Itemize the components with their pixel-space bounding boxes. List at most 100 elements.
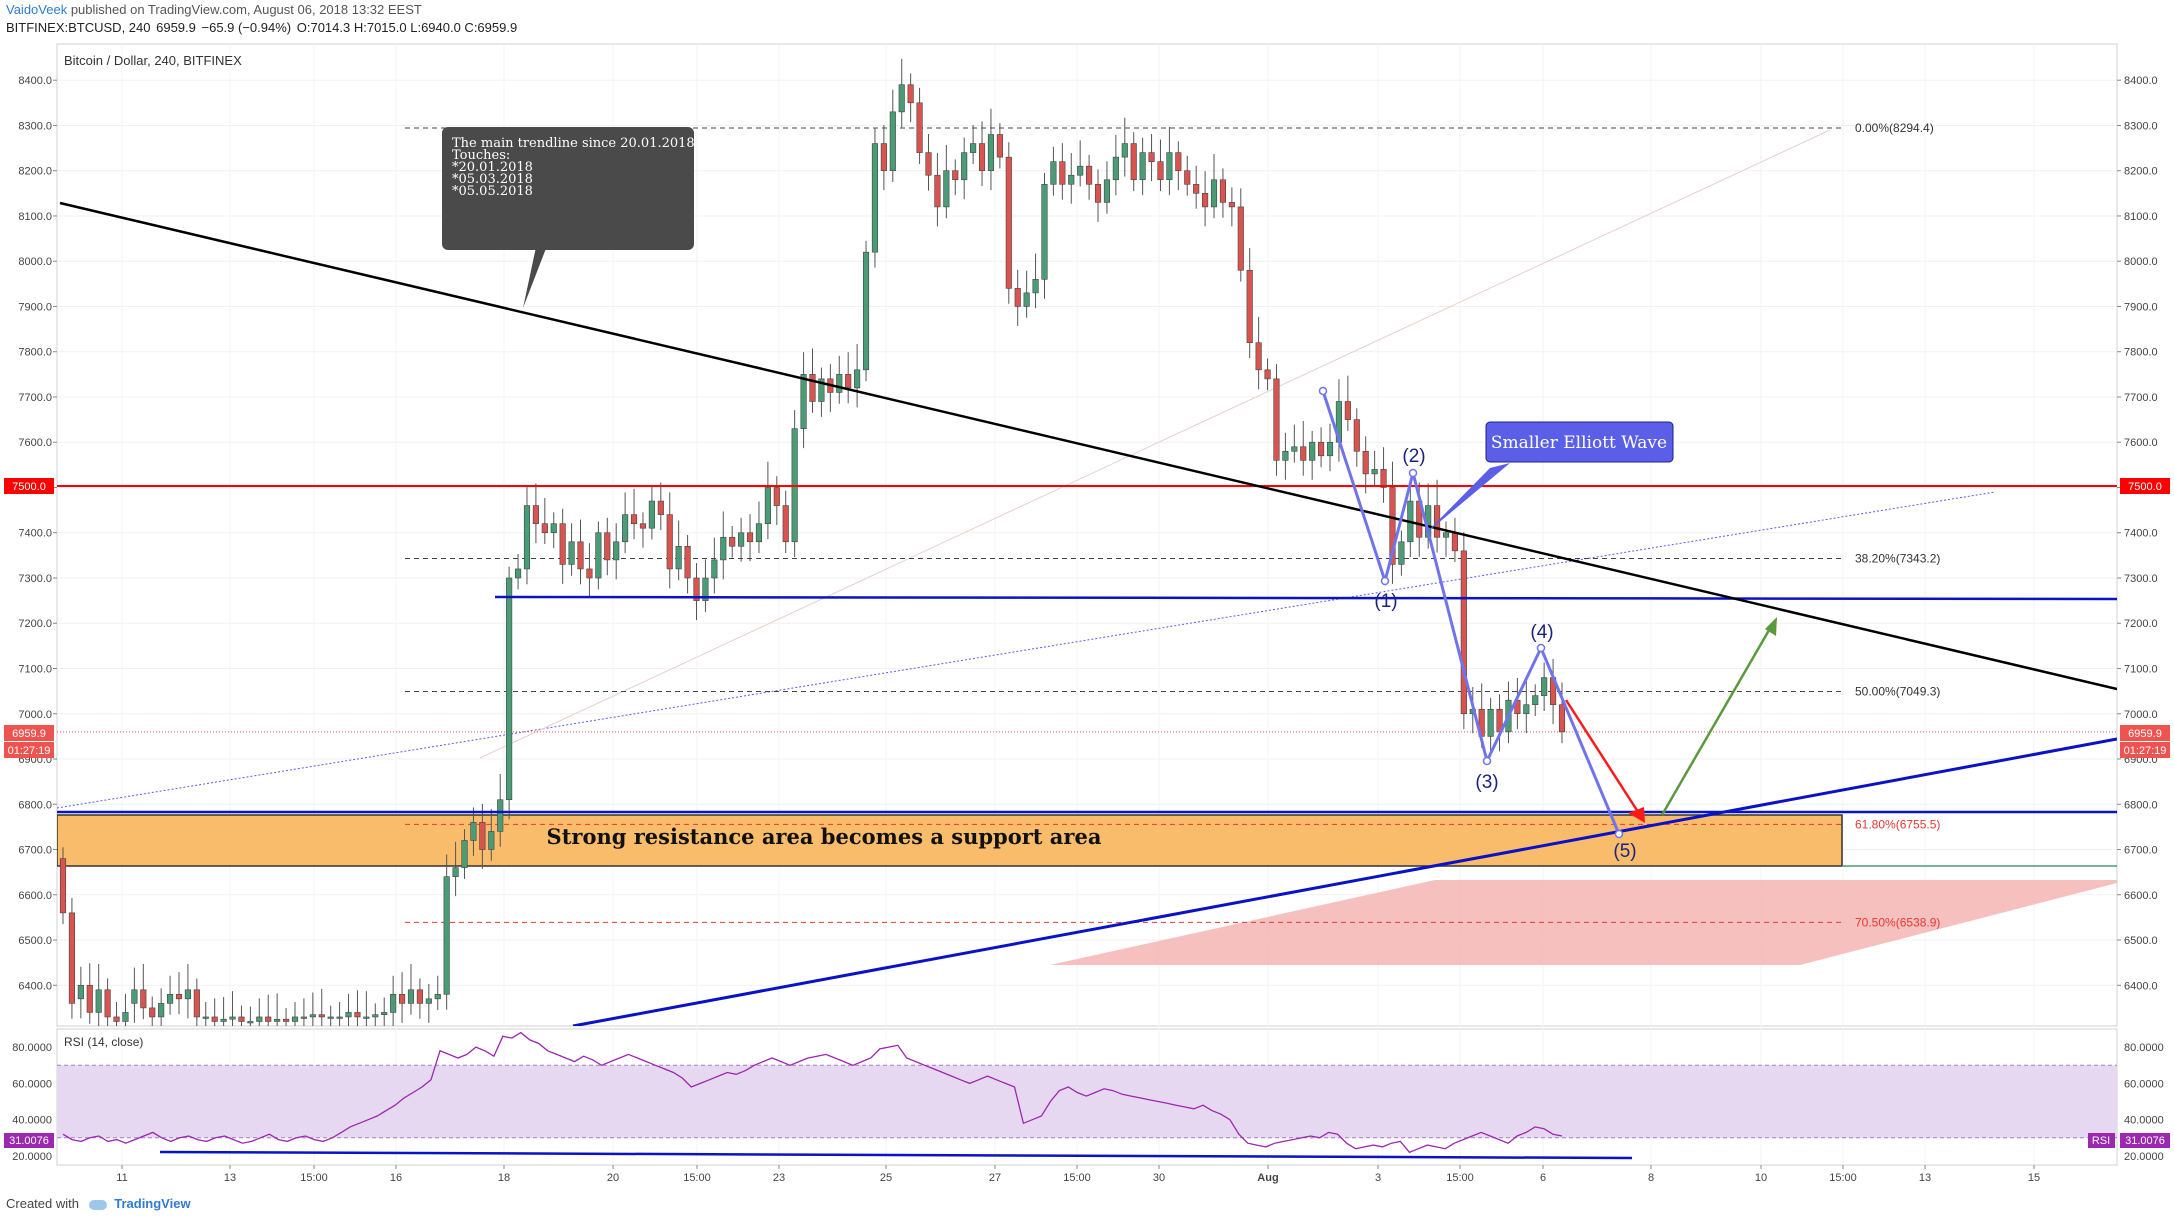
author-link[interactable]: VaidoVeek (6, 2, 68, 17)
price-tick-label: 7900.0 (2124, 301, 2158, 313)
candle-up (738, 532, 745, 547)
candle-up (898, 84, 905, 113)
green-projection-arrow (1660, 624, 1774, 816)
wave-label-3: (3) (1475, 772, 1498, 793)
candles (59, 58, 1566, 1026)
candle-up (184, 989, 191, 1000)
candle-down (1086, 165, 1093, 185)
candle-up (720, 536, 727, 561)
wave-point-0 (1318, 386, 1328, 396)
price-change: −65.9 (−0.94%) (201, 20, 292, 35)
candle-up (1112, 156, 1119, 181)
candle-down (978, 143, 986, 172)
fib-label: 50.00%(7049.3) (1855, 684, 1940, 698)
countdown-tag-left (4, 742, 54, 758)
footer-text: Created with (6, 1196, 79, 1211)
price-tick-label: 7000.0 (18, 709, 52, 721)
candle-up (1326, 441, 1334, 457)
candle-up (943, 170, 950, 208)
trendline-upper-dotted (57, 491, 1996, 809)
candle-down (211, 1016, 218, 1022)
candle-down (1157, 161, 1164, 181)
candle-up (363, 1016, 370, 1019)
candle-up (1050, 161, 1057, 185)
candle-up (390, 994, 397, 1013)
price-tick-label: 8100.0 (2124, 211, 2158, 223)
rsi-value-tag-left-text: 31.0076 (9, 1135, 49, 1147)
price-tag-7500-left-text: 7500.0 (12, 481, 46, 493)
countdown-tag-right-text: 01:27:19 (2124, 745, 2167, 757)
candle-down (1148, 152, 1155, 162)
candle-up (550, 523, 557, 534)
candle-down (86, 984, 93, 1013)
candle-up (327, 1016, 334, 1019)
candle-up (470, 822, 477, 841)
price-tag-7500-right-text: 7500.0 (2128, 481, 2162, 493)
candle-up (425, 998, 432, 1004)
candle-down (238, 1016, 245, 1022)
time-tick-label: 15 (2028, 1172, 2040, 1184)
ohlc-values: O:7014.3 H:7015.0 L:6940.0 C:6959.9 (296, 20, 518, 35)
red-arrowhead (1628, 807, 1645, 823)
rsi-tick-label: 80.0000 (12, 1042, 52, 1054)
candle-down (1273, 378, 1280, 461)
candle-down (666, 514, 673, 570)
candle-down (1059, 161, 1066, 185)
candle-up (256, 1016, 263, 1022)
price-axis-left: 6400.06500.06600.06700.06800.06900.07000… (18, 75, 57, 992)
time-tick-label: 10 (1755, 1172, 1767, 1184)
wave-label-4: (4) (1530, 622, 1553, 643)
note-line-3: *20.01.2018 (452, 160, 533, 175)
candle-down (996, 134, 1003, 158)
last-price-tag-left (4, 725, 54, 741)
price-tick-label: 7900.0 (18, 301, 52, 313)
time-tick-label: 20 (607, 1172, 619, 1184)
candle-down (1344, 401, 1351, 420)
candle-down (1353, 419, 1360, 452)
elliott-label-text: Smaller Elliott Wave (1491, 433, 1667, 453)
candle-up (871, 143, 879, 253)
candle-up (1166, 152, 1173, 181)
candle-down (1362, 450, 1369, 475)
candle-up (1371, 469, 1378, 475)
fib-label: 70.50%(6538.9) (1855, 915, 1940, 929)
candle-down (880, 143, 887, 172)
time-tick-label: 30 (1153, 1172, 1165, 1184)
candle-down (1318, 441, 1325, 457)
candle-down (1237, 206, 1244, 271)
candle-down (1202, 193, 1209, 208)
candle-up (452, 867, 459, 877)
candle-up (595, 532, 602, 579)
candle-up (506, 577, 513, 801)
price-tick-label: 8000.0 (18, 256, 52, 268)
rsi-tick-label: 40.0000 (12, 1115, 52, 1127)
chart-canvas[interactable]: 6400.06500.06600.06700.06800.06900.07000… (0, 40, 2174, 1190)
candle-down (318, 1014, 325, 1018)
candle-down (729, 536, 736, 547)
candle-down (1389, 487, 1396, 565)
candle-down (916, 102, 923, 153)
candle-up (131, 989, 138, 1004)
candle-up (229, 1016, 236, 1020)
wave-point-1 (1380, 576, 1390, 586)
candle-down (845, 374, 852, 389)
price-tick-label: 6500.0 (18, 935, 52, 947)
tradingview-link[interactable]: TradingView (114, 1196, 191, 1211)
wave-label-1: (1) (1374, 591, 1397, 612)
candle-down (1130, 143, 1137, 181)
candle-up (711, 559, 718, 579)
candle-down (398, 994, 406, 1004)
candle-down (1014, 288, 1021, 307)
candle-up (95, 989, 102, 1013)
price-tick-label: 7100.0 (2124, 663, 2158, 675)
price-tag-7500-left (4, 478, 54, 494)
candle-down (604, 532, 611, 561)
candle-up (167, 994, 174, 1004)
countdown-tag-left-text: 01:27:19 (8, 745, 51, 757)
candle-up (1309, 441, 1316, 461)
time-tick-label: 3 (1375, 1172, 1381, 1184)
time-tick-label: Aug (1257, 1172, 1278, 1184)
price-tick-label: 8200.0 (18, 166, 52, 178)
candle-down (952, 170, 959, 181)
last-price-tag-right (2120, 725, 2170, 741)
